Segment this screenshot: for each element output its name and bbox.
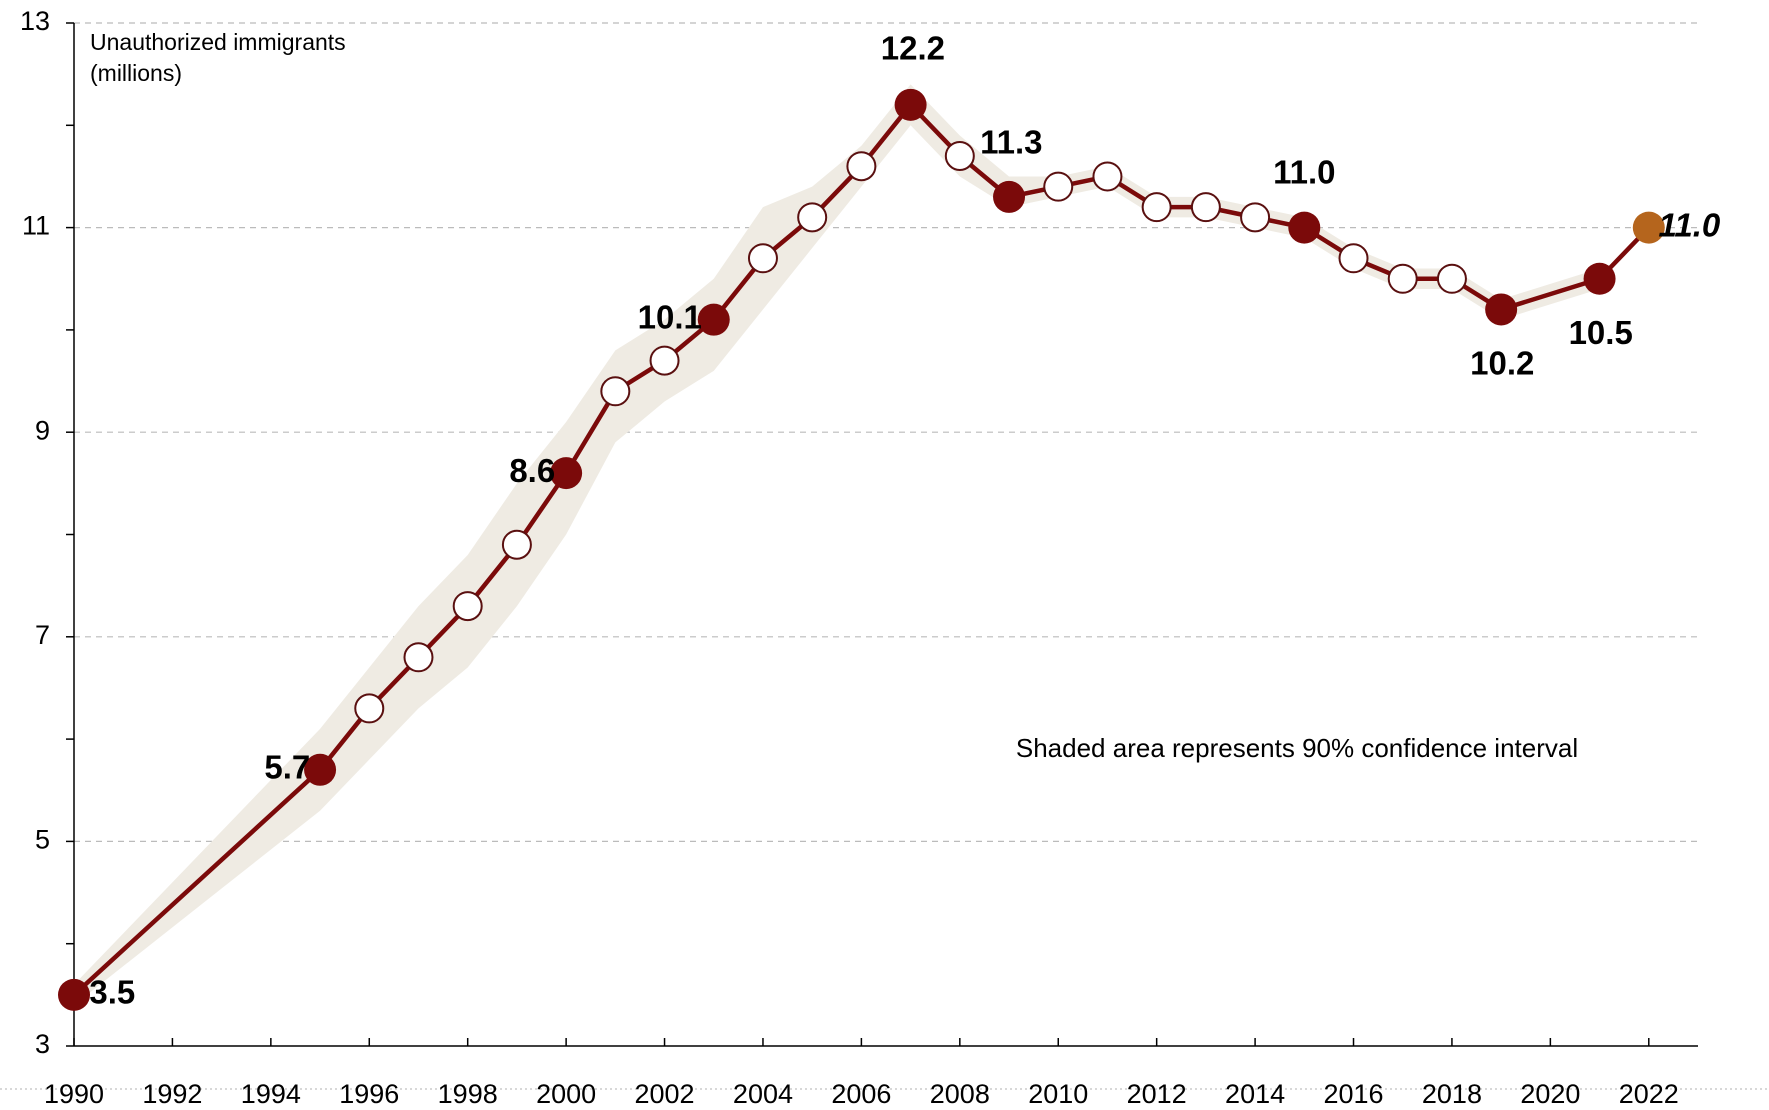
marker	[501, 529, 532, 560]
data-label: 3.5	[89, 974, 135, 1011]
y-tick-label: 5	[35, 825, 50, 855]
x-tick-label: 1992	[142, 1079, 202, 1109]
x-tick-label: 2008	[930, 1079, 990, 1109]
marker	[1043, 171, 1074, 202]
marker	[600, 376, 631, 407]
y-axis-label: Unauthorized immigrants	[90, 29, 346, 55]
y-tick-label: 9	[35, 415, 50, 445]
marker	[993, 180, 1026, 213]
data-label: 10.2	[1470, 345, 1534, 382]
annotation: Shaded area represents 90% confidence in…	[1016, 733, 1578, 763]
x-tick-label: 1990	[44, 1079, 104, 1109]
marker	[846, 151, 877, 182]
x-tick-label: 1994	[241, 1079, 301, 1109]
y-tick-label: 13	[20, 6, 50, 36]
marker	[354, 693, 385, 724]
marker	[1436, 263, 1467, 294]
data-label: 10.5	[1569, 314, 1633, 351]
marker	[58, 978, 90, 1011]
marker	[1338, 243, 1369, 274]
marker	[1387, 263, 1418, 294]
marker	[1141, 192, 1172, 223]
marker	[452, 591, 483, 622]
y-tick-label: 3	[35, 1029, 50, 1059]
x-tick-label: 2020	[1520, 1079, 1580, 1109]
data-label: 12.2	[881, 29, 945, 66]
marker	[797, 202, 828, 233]
confidence-band	[74, 84, 1600, 1006]
x-tick-label: 2022	[1619, 1079, 1679, 1109]
marker	[304, 753, 337, 786]
marker	[697, 303, 730, 336]
data-label: 5.7	[264, 749, 310, 786]
line	[72, 102, 1651, 997]
data-label: 8.6	[509, 452, 555, 489]
y-axis-label: (millions)	[90, 60, 182, 86]
marker	[747, 243, 778, 274]
marker	[1288, 211, 1321, 244]
x-tick-label: 2000	[536, 1079, 596, 1109]
marker	[1092, 161, 1123, 192]
x-tick-label: 2010	[1028, 1079, 1088, 1109]
x-tick-label: 2014	[1225, 1079, 1285, 1109]
marker	[1632, 211, 1665, 244]
data-label: 11.0	[1659, 206, 1721, 243]
x-tick-label: 2018	[1422, 1079, 1482, 1109]
marker	[894, 88, 927, 121]
x-tick-label: 1996	[339, 1079, 399, 1109]
data-label: 11.0	[1273, 153, 1335, 190]
x-tick-label: 2016	[1323, 1079, 1383, 1109]
data-label: 10.1	[638, 298, 702, 335]
y-tick-label: 11	[22, 211, 50, 241]
x-tick-label: 2002	[635, 1079, 695, 1109]
x-tick-label: 1998	[438, 1079, 498, 1109]
marker	[1485, 293, 1518, 326]
marker	[550, 457, 583, 490]
marker	[403, 642, 434, 673]
marker	[1240, 202, 1271, 233]
y-tick-label: 7	[35, 620, 50, 650]
x-tick-label: 2012	[1127, 1079, 1187, 1109]
marker	[944, 140, 975, 171]
x-tick-label: 2004	[733, 1079, 793, 1109]
marker	[1190, 192, 1221, 223]
data-label: 11.3	[980, 124, 1042, 161]
marker	[649, 345, 680, 376]
marker	[1583, 262, 1616, 295]
x-tick-label: 2006	[831, 1079, 891, 1109]
